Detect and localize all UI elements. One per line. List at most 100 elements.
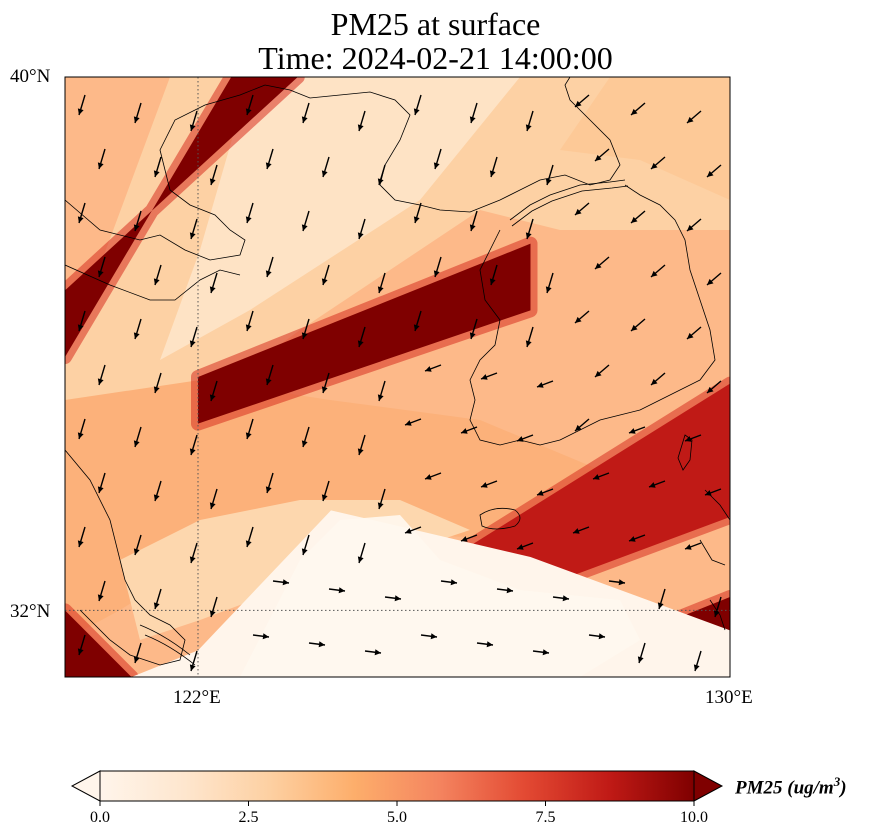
colorbar-tick-label-5: 5.0 xyxy=(387,809,407,826)
wind-vector-head xyxy=(525,124,532,131)
wind-vector-head xyxy=(525,232,532,239)
wind-vector-head xyxy=(357,124,364,131)
wind-vector-head xyxy=(245,324,252,331)
wind-vector-head xyxy=(525,340,532,347)
wind-vector-head xyxy=(338,587,345,594)
wind-vector-head xyxy=(433,270,440,277)
wind-vector-head xyxy=(545,178,552,185)
colorbar-tick-label-7-5: 7.5 xyxy=(535,809,556,826)
lon-tick-label-130: 130°E xyxy=(705,687,753,708)
wind-vector-head xyxy=(265,270,272,277)
wind-vector-head xyxy=(189,556,196,563)
wind-vector-head xyxy=(357,340,364,347)
wind-vector-head xyxy=(450,579,457,586)
pm25-band-3 xyxy=(430,383,730,604)
wind-vector-head xyxy=(97,162,104,169)
wind-vectors xyxy=(77,94,722,672)
wind-vector-head xyxy=(377,178,384,185)
wind-vector-head xyxy=(595,262,602,269)
wind-vector-head xyxy=(705,490,712,496)
wind-vector-head xyxy=(301,116,308,123)
colorbar-gradient xyxy=(99,770,695,802)
wind-vector-head xyxy=(489,278,496,285)
title-line-1: PM25 at surface xyxy=(330,6,541,42)
wind-vector-head xyxy=(77,432,84,439)
wind-vector-head xyxy=(433,162,440,169)
wind-vector-head xyxy=(133,224,140,231)
field-lightest-zone-north xyxy=(160,77,520,360)
wind-vector-head xyxy=(245,108,252,115)
wind-vector-head xyxy=(461,536,468,542)
colorbar-max-extend xyxy=(693,770,724,802)
colorbar-label: PM25 (ug/m3) xyxy=(735,774,847,799)
wind-vector-head xyxy=(357,556,364,563)
wind-vector-head xyxy=(394,595,401,602)
wind-vector-head xyxy=(687,224,694,231)
wind-vector-head xyxy=(189,340,196,347)
coastline-jeju xyxy=(479,507,521,530)
field-ne-zone xyxy=(560,77,730,200)
wind-vector-head xyxy=(77,324,84,331)
colorbar-tick-label-2-5: 2.5 xyxy=(238,809,259,826)
wind-vector-head xyxy=(209,502,216,509)
colorbar-label-close: ) xyxy=(840,777,847,799)
wind-vector-head xyxy=(506,587,513,594)
wind-vector-head xyxy=(545,286,552,293)
coastline-shandong xyxy=(65,264,241,301)
coastline-jiangsu xyxy=(65,449,186,666)
wind-vector-head xyxy=(153,386,160,393)
pm25-band-edge-5 xyxy=(65,603,139,677)
wind-vector-head xyxy=(245,540,252,547)
wind-vector-head xyxy=(262,633,269,640)
colorbar-tick-label-10: 10.0 xyxy=(680,809,708,826)
wind-vector-head xyxy=(133,440,140,447)
wind-vector-head xyxy=(133,656,140,663)
wind-vector-head xyxy=(321,494,328,501)
pm25-band-5 xyxy=(65,610,132,677)
wind-vector-head xyxy=(377,502,384,509)
wind-vector-head xyxy=(209,394,216,401)
pm25-field xyxy=(65,77,730,677)
wind-vector-head xyxy=(357,448,364,455)
lat-tick-label-40: 40°N xyxy=(10,66,51,87)
wind-vector-head xyxy=(377,286,384,293)
wind-vector-head xyxy=(481,374,488,380)
wind-vector-head xyxy=(265,378,272,385)
pm25-band-2 xyxy=(198,243,531,424)
wind-vector-head xyxy=(77,648,84,655)
wind-vector-head xyxy=(301,440,308,447)
wind-vector-head xyxy=(631,324,638,331)
wind-vector-head xyxy=(245,432,252,439)
wind-vector-head xyxy=(481,482,488,488)
wind-vector-head xyxy=(133,116,140,123)
wind-vector-head xyxy=(133,332,140,339)
wind-vector-head xyxy=(469,224,476,231)
coastline-border xyxy=(509,179,629,227)
wind-vector-head xyxy=(209,610,216,617)
wind-vector-head xyxy=(413,324,420,331)
wind-vector-head xyxy=(461,428,468,434)
wind-vector-head xyxy=(575,424,582,431)
wind-vector-head xyxy=(651,162,658,169)
wind-vector-head xyxy=(598,633,605,640)
wind-vector-head xyxy=(687,116,694,123)
wind-vector-head xyxy=(318,641,325,648)
wind-vector-head xyxy=(321,170,328,177)
wind-vector-head xyxy=(405,528,412,534)
wind-vector-head xyxy=(77,216,84,223)
colorbar-min-extend xyxy=(70,770,101,802)
lon-tick-label-122: 122°E xyxy=(173,687,221,708)
wind-vector-head xyxy=(321,386,328,393)
wind-vector-head xyxy=(77,540,84,547)
wind-vector-head xyxy=(209,178,216,185)
colorbar-tick-label-0: 0.0 xyxy=(90,809,110,826)
wind-vector-head xyxy=(469,116,476,123)
wind-vector-head xyxy=(631,108,638,115)
wind-vector-head xyxy=(685,436,692,442)
wind-vector-head xyxy=(693,664,700,671)
wind-vector-head xyxy=(618,579,625,586)
wind-vector-head xyxy=(301,548,308,555)
wind-vector-head xyxy=(687,332,694,339)
wind-vector-head xyxy=(713,610,720,617)
